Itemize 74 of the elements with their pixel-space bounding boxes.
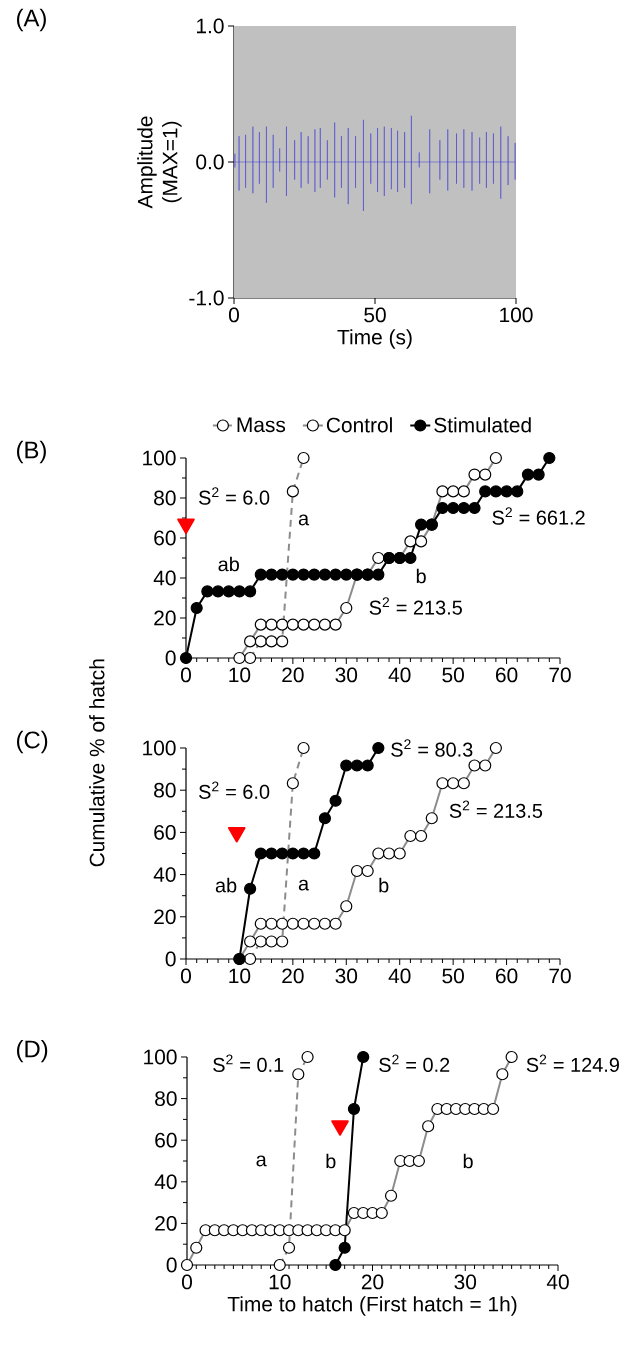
y-tick-label: 80	[154, 782, 176, 798]
x-tick-label: 0	[181, 1274, 192, 1290]
annotation: S$^{2}$ = 661.2	[492, 507, 585, 525]
x-tick-label: 20	[282, 667, 304, 683]
y-tick-label: 80	[155, 1091, 177, 1106]
y-tick-label: 40	[153, 570, 176, 586]
annotation: b	[463, 1153, 473, 1169]
y-tick-label: -1.0	[189, 290, 224, 306]
y-tick-label: 20	[154, 610, 176, 626]
x-tick-label: 20	[282, 968, 304, 984]
x-tick-label: 30	[335, 667, 358, 683]
y-tick-label: 80	[154, 490, 176, 506]
annotation: S$^{2}$ = 6.0	[199, 487, 270, 505]
x-tick-label: 20	[361, 1274, 384, 1290]
legend-label: Stimulated	[434, 417, 531, 433]
x-tick-label: 10	[229, 667, 251, 683]
x-tick-label: 30	[454, 1274, 477, 1290]
annotation: b	[416, 568, 426, 584]
annotation: S$^{2}$ = 6.0	[199, 781, 270, 799]
x-tick-label: 50	[364, 307, 386, 323]
y-tick-label: 20	[155, 1215, 177, 1231]
y-tick-label: 60	[154, 530, 176, 546]
x-tick-label: 10	[229, 968, 251, 984]
legend-label: Mass	[237, 417, 286, 433]
annotation: b	[326, 1153, 336, 1169]
annotation: ab	[215, 877, 237, 893]
y-tick-label: 0.0	[196, 154, 224, 170]
x-tick-label: 40	[388, 667, 411, 683]
x-axis-title: Time to hatch (First hatch = 1h)	[227, 1296, 517, 1316]
y-tick-label: 100	[143, 740, 176, 756]
annotation: b	[379, 877, 389, 893]
y-tick-label: 60	[155, 1132, 177, 1148]
chart-title: (B)	[17, 440, 46, 464]
annotation: a	[298, 879, 310, 891]
annotation: S$^{2}$ = 213.5	[369, 597, 462, 615]
annotation: S$^{2}$ = 124.9	[526, 1054, 619, 1072]
x-tick-label: 40	[546, 1274, 569, 1290]
x-tick-label: 60	[496, 667, 518, 683]
annotation: S$^{2}$ = 0.1	[213, 1054, 284, 1072]
annotation: a	[256, 1155, 267, 1167]
x-tick-label: 100	[500, 307, 533, 323]
y-tick-label: 40	[154, 1174, 177, 1190]
chart-title: (C)	[17, 730, 48, 754]
y-tick-label: 0	[165, 650, 176, 666]
x-tick-label: 40	[388, 968, 411, 984]
y-tick-label: 100	[143, 450, 176, 466]
y-axis-title: Cumulative % of hatch	[89, 659, 105, 867]
x-tick-label: 30	[335, 968, 358, 984]
x-tick-label: 10	[269, 1274, 291, 1290]
x-tick-label: 50	[442, 667, 464, 683]
y-tick-label: 20	[154, 909, 176, 925]
y-tick-label: 100	[144, 1049, 177, 1065]
y-tick-label: 0	[166, 1257, 177, 1273]
annotation: S$^{2}$ = 80.3	[391, 739, 473, 757]
x-tick-label: 50	[442, 968, 464, 984]
chart-title: (D)	[17, 1039, 48, 1063]
x-tick-label: 70	[549, 968, 571, 984]
annotation: ab	[218, 556, 239, 572]
x-axis-title: Time (s)	[337, 329, 412, 349]
y-tick-label: 40	[153, 867, 176, 882]
annotation: S$^{2}$ = 213.5	[449, 800, 543, 818]
x-tick-label: 60	[496, 968, 518, 984]
x-tick-label: 0	[228, 307, 239, 323]
y-tick-label: 60	[154, 824, 176, 840]
y-tick-label: 1.0	[196, 18, 224, 34]
annotation: S$^{2}$ = 0.2	[379, 1054, 450, 1072]
legend-label: Control	[326, 417, 392, 433]
x-tick-label: 0	[180, 968, 191, 984]
x-tick-label: 70	[549, 667, 571, 683]
y-axis-title: Amplitude (MAX=1)	[137, 116, 182, 209]
y-tick-label: 0	[165, 951, 176, 967]
x-tick-label: 0	[180, 667, 191, 683]
text: (A)	[17, 8, 46, 32]
annotation: a	[298, 514, 310, 526]
